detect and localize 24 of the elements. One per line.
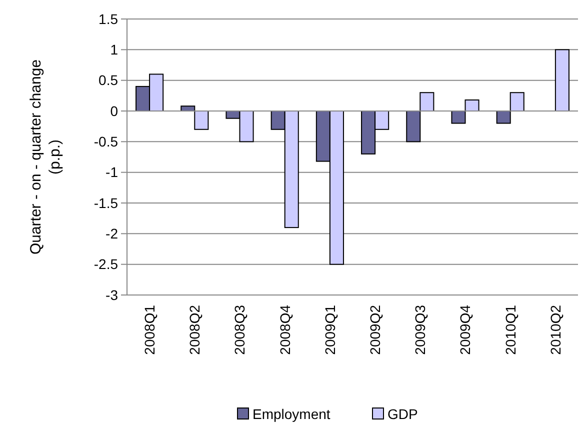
y-tick-label: 0.5 <box>98 72 118 88</box>
y-tick-label: -3 <box>106 286 118 303</box>
x-tick-label: 2009Q1 <box>322 304 338 355</box>
y-tick-label: -1 <box>106 164 118 180</box>
x-tick-label: 2009Q4 <box>457 304 474 355</box>
x-tick-label: 2010Q2 <box>547 304 564 355</box>
bar <box>554 49 570 112</box>
x-tick-label: 2009Q2 <box>366 304 383 355</box>
legend-label: GDP <box>388 406 418 422</box>
x-tick-label: 2010Q1 <box>502 304 518 355</box>
y-tick-label: -1.5 <box>94 194 118 211</box>
x-tick-label: 2008Q1 <box>141 304 158 355</box>
y-tick-label: -2.5 <box>94 256 118 272</box>
y-tick-label: 1.5 <box>98 10 118 27</box>
y-tick-label: -2 <box>106 226 118 242</box>
x-tick-label: 2008Q2 <box>186 304 203 355</box>
y-tick-label: 0 <box>110 102 118 119</box>
x-tick-label: 2008Q4 <box>276 304 293 355</box>
legend-label: Employment <box>252 406 330 422</box>
y-tick-label: -0.5 <box>94 134 118 150</box>
x-tick-label: 2009Q3 <box>412 304 428 355</box>
y-tick-label: 1 <box>110 42 118 58</box>
x-tick-label: 2008Q3 <box>232 304 248 355</box>
y-axis-title: Quarter - on - quarter change (p.p.) <box>28 59 64 255</box>
